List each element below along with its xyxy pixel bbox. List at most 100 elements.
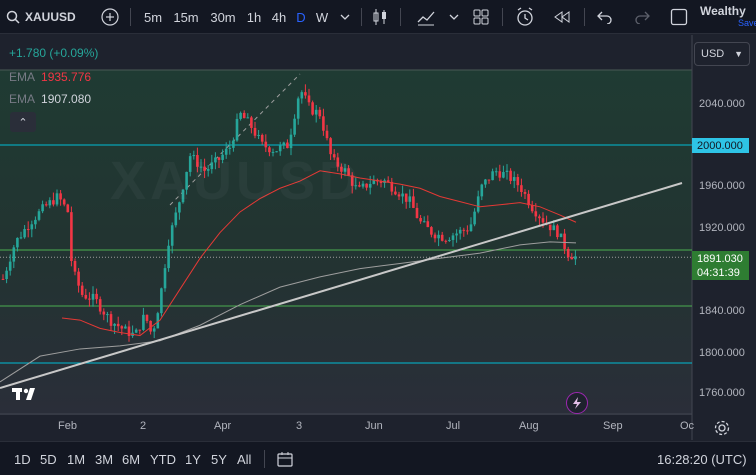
candle-body bbox=[192, 155, 196, 157]
candle-body bbox=[318, 109, 322, 117]
rewind-icon bbox=[554, 11, 570, 23]
interval-15m[interactable]: 15m bbox=[173, 9, 199, 25]
range-6m[interactable]: 6M bbox=[122, 451, 141, 467]
range-ytd[interactable]: YTD bbox=[150, 451, 176, 467]
add-symbol-button[interactable] bbox=[98, 0, 122, 34]
candle-body bbox=[34, 219, 37, 225]
ema-2-line bbox=[0, 241, 577, 383]
candle-body bbox=[458, 229, 462, 234]
candle-body bbox=[1, 278, 5, 280]
undo-button[interactable] bbox=[595, 0, 615, 34]
plus-circle-icon bbox=[101, 8, 119, 26]
undo-icon bbox=[597, 11, 612, 24]
candle-body bbox=[19, 237, 23, 239]
candle-body bbox=[487, 179, 491, 181]
candle-body bbox=[88, 298, 91, 300]
support-trend-line bbox=[0, 182, 683, 389]
time-tick: 2 bbox=[140, 420, 147, 432]
candle-body bbox=[268, 147, 271, 153]
candle-body bbox=[12, 247, 16, 262]
candle-body bbox=[214, 157, 217, 163]
range-5y[interactable]: 5Y bbox=[211, 451, 227, 467]
candle-body bbox=[152, 328, 156, 332]
candle-body bbox=[476, 196, 480, 212]
candle-body bbox=[188, 156, 192, 172]
indicators-button[interactable] bbox=[415, 0, 437, 34]
range-1m[interactable]: 1M bbox=[67, 451, 86, 467]
symbol-search[interactable]: XAUUSD bbox=[6, 0, 76, 34]
candle-body bbox=[235, 118, 239, 141]
candle-body bbox=[282, 142, 286, 146]
tradingview-logo[interactable] bbox=[12, 386, 42, 402]
range-3m[interactable]: 3M bbox=[95, 451, 114, 467]
range-all[interactable]: All bbox=[237, 451, 252, 467]
price-chart[interactable] bbox=[0, 35, 756, 440]
candle-body bbox=[329, 138, 332, 155]
candle-body bbox=[491, 171, 494, 181]
candle-body bbox=[109, 314, 113, 326]
candle-body bbox=[120, 326, 124, 329]
goto-date-button[interactable] bbox=[276, 442, 294, 475]
time-tick: Sep bbox=[603, 420, 623, 432]
candle-body bbox=[5, 270, 8, 279]
interval-1h[interactable]: 1h bbox=[246, 9, 262, 25]
candle-body bbox=[422, 221, 426, 223]
redo-icon bbox=[635, 11, 650, 24]
interval-5m[interactable]: 5m bbox=[143, 9, 163, 25]
candle-body bbox=[314, 109, 318, 115]
lightning-button[interactable] bbox=[566, 392, 588, 414]
candle-body bbox=[365, 183, 368, 188]
interval-d[interactable]: D bbox=[296, 9, 306, 25]
candle-body bbox=[541, 218, 545, 223]
indicators-icon bbox=[417, 11, 435, 26]
candle-body bbox=[156, 313, 160, 329]
candle-body bbox=[289, 134, 293, 149]
interval-30m[interactable]: 30m bbox=[210, 9, 236, 25]
interval-w[interactable]: W bbox=[315, 9, 329, 25]
fullscreen-button[interactable] bbox=[668, 0, 690, 34]
candle-body bbox=[451, 235, 455, 240]
candle-body bbox=[232, 140, 235, 148]
chart-type-button[interactable] bbox=[370, 0, 390, 34]
toolbar-divider bbox=[400, 8, 401, 26]
candle-body bbox=[343, 168, 347, 172]
candle-body bbox=[556, 225, 559, 238]
range-1y[interactable]: 1Y bbox=[185, 451, 201, 467]
indicators-dropdown[interactable] bbox=[447, 0, 461, 34]
legend-collapse-button[interactable]: ⌃ bbox=[10, 112, 36, 132]
candle-body bbox=[502, 172, 505, 178]
candle-body bbox=[196, 155, 199, 167]
chart-top-band bbox=[0, 35, 692, 70]
candle-body bbox=[340, 166, 343, 172]
candle-body bbox=[257, 134, 260, 136]
candle-body bbox=[286, 142, 289, 149]
redo-button[interactable] bbox=[632, 0, 652, 34]
candle-body bbox=[466, 230, 469, 232]
candle-body bbox=[138, 329, 142, 331]
candle-body bbox=[210, 162, 214, 170]
candle-body bbox=[242, 112, 246, 119]
ema-1-label: EMA bbox=[9, 70, 36, 84]
intervals-dropdown[interactable] bbox=[338, 0, 352, 34]
search-icon bbox=[6, 10, 20, 24]
toolbar-divider bbox=[130, 8, 131, 26]
replay-button[interactable] bbox=[552, 0, 572, 34]
candle-body bbox=[84, 294, 88, 299]
candle-body bbox=[300, 92, 304, 99]
candle-body bbox=[44, 204, 48, 206]
account-menu[interactable]: Wealthy Save bbox=[700, 4, 756, 28]
candle-body bbox=[354, 185, 358, 187]
interval-4h[interactable]: 4h bbox=[271, 9, 287, 25]
price-change: +1.780 (+0.09%) bbox=[9, 46, 99, 60]
alert-button[interactable] bbox=[513, 0, 537, 34]
square-icon bbox=[670, 8, 688, 26]
range-1d[interactable]: 1D bbox=[14, 451, 31, 467]
candle-body bbox=[358, 185, 361, 187]
clock-display[interactable]: 16:28:20 (UTC) bbox=[657, 451, 747, 467]
candle-body bbox=[62, 199, 66, 205]
range-5d[interactable]: 5D bbox=[40, 451, 57, 467]
candle-body bbox=[440, 234, 444, 241]
settings-button[interactable] bbox=[713, 419, 733, 439]
layouts-button[interactable] bbox=[471, 0, 491, 34]
currency-selector[interactable]: USD ▼ bbox=[694, 42, 750, 66]
